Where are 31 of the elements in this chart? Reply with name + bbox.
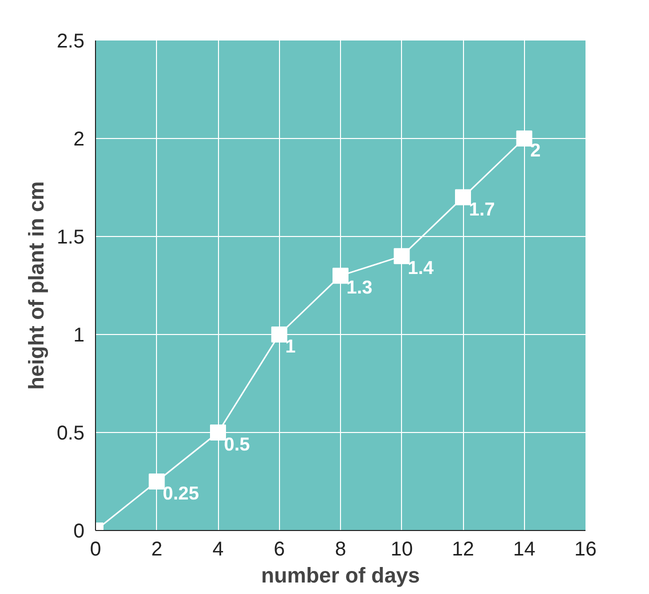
point bbox=[394, 248, 410, 264]
point bbox=[210, 424, 226, 440]
x-tick-label: 2 bbox=[151, 538, 162, 560]
x-axis-title: number of days bbox=[261, 564, 420, 588]
x-tick-label: 16 bbox=[574, 538, 597, 560]
x-tick-label: 8 bbox=[334, 538, 346, 560]
point bbox=[332, 268, 348, 284]
data-label: 1.3 bbox=[346, 276, 372, 298]
data-label: 0.25 bbox=[162, 482, 200, 504]
point bbox=[271, 326, 288, 342]
y-tick-label: 0.5 bbox=[56, 422, 85, 444]
data-label: 1.7 bbox=[469, 198, 495, 220]
x-tick-label: 10 bbox=[390, 538, 413, 560]
x-tick-label: 6 bbox=[274, 538, 285, 560]
x-tick-label: 4 bbox=[212, 538, 224, 560]
y-tick-label: 2.5 bbox=[56, 30, 85, 52]
data-label: 2 bbox=[530, 140, 541, 160]
y-tick-label: 1.5 bbox=[56, 226, 85, 248]
x-tick-label: 0 bbox=[90, 538, 102, 560]
data-label: 1 bbox=[285, 336, 296, 356]
data-label: 1.4 bbox=[408, 257, 434, 278]
y-tick-label: 2 bbox=[73, 128, 84, 150]
x-tick-label: 12 bbox=[452, 538, 474, 560]
point bbox=[455, 189, 471, 206]
y-tick-label: 1 bbox=[73, 324, 84, 346]
y-tick-label: 0 bbox=[73, 520, 84, 542]
y-axis-title: height of plant in cm bbox=[24, 181, 49, 390]
data-label: 0.5 bbox=[224, 434, 250, 454]
x-tick-label: 14 bbox=[513, 538, 536, 560]
point bbox=[516, 130, 532, 146]
point bbox=[148, 474, 165, 490]
